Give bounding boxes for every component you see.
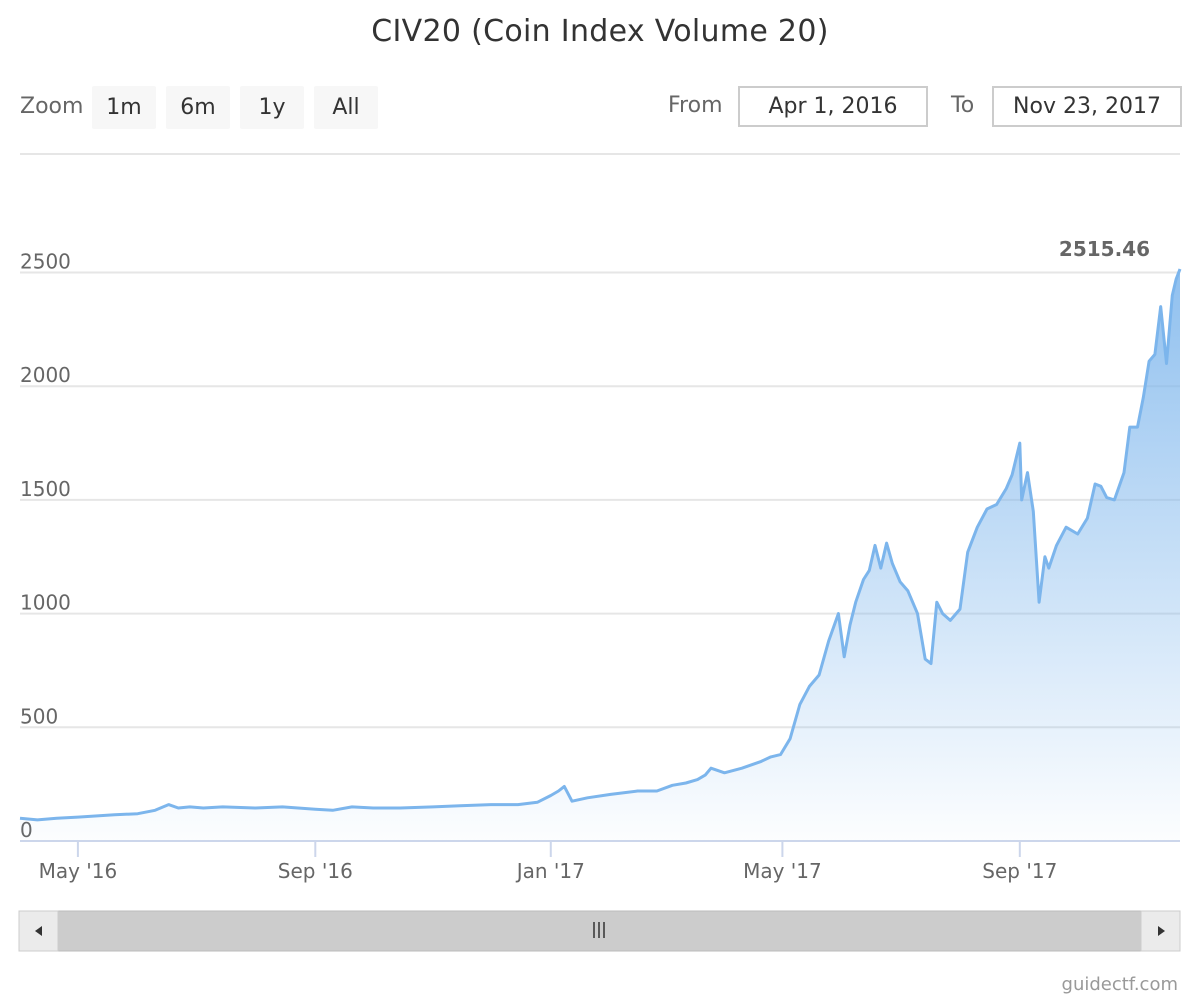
series-area-fill: [20, 269, 1180, 841]
from-label: From: [668, 93, 723, 118]
series-line: [19, 268, 1182, 822]
x-tick-label: Jan '17: [515, 859, 585, 883]
from-date-input[interactable]: [738, 86, 928, 127]
scrollbar-grip-icon[interactable]: [593, 922, 605, 938]
zoom-all-button[interactable]: All: [314, 86, 378, 129]
zoom-1y-button[interactable]: 1y: [240, 86, 304, 129]
chart-title: CIV20 (Coin Index Volume 20): [371, 14, 829, 49]
y-tick-label: 2000: [20, 363, 71, 387]
scroll-right-arrow-icon: [1158, 926, 1165, 936]
x-tick-label: May '17: [743, 859, 822, 883]
x-tick-label: Sep '17: [982, 859, 1057, 883]
zoom-1m-button[interactable]: 1m: [92, 86, 156, 129]
to-label: To: [951, 93, 975, 118]
navigator-scrollbar[interactable]: [18, 910, 1181, 952]
x-tick-label: May '16: [39, 859, 118, 883]
y-tick-label: 2500: [20, 250, 71, 274]
last-value-label: 2515.46: [1059, 237, 1150, 261]
scroll-left-arrow-icon: [35, 926, 42, 936]
zoom-label: Zoom: [20, 94, 84, 119]
zoom-6m-button[interactable]: 6m: [166, 86, 230, 129]
y-tick-label: 500: [20, 704, 58, 728]
y-tick-label: 1000: [20, 591, 71, 615]
to-date-input[interactable]: [992, 86, 1182, 127]
watermark: guidectf.com: [1061, 974, 1178, 995]
y-tick-label: 1500: [20, 477, 71, 501]
x-tick-label: Sep '16: [278, 859, 353, 883]
